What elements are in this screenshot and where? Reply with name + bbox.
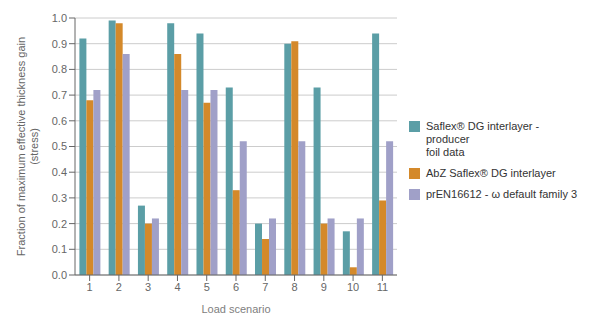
svg-text:11: 11 (377, 281, 388, 293)
svg-text:1: 1 (87, 281, 93, 293)
svg-text:Load scenario: Load scenario (201, 303, 270, 315)
svg-text:0.7: 0.7 (52, 89, 67, 101)
svg-text:0.0: 0.0 (52, 269, 67, 281)
svg-text:9: 9 (321, 281, 327, 293)
svg-text:8: 8 (291, 281, 297, 293)
svg-text:0.6: 0.6 (52, 115, 67, 127)
svg-text:0.1: 0.1 (52, 243, 67, 255)
svg-text:3: 3 (145, 281, 151, 293)
svg-text:Fraction of maximum effective: Fraction of maximum effective thickness … (15, 37, 40, 256)
svg-text:0.3: 0.3 (52, 192, 67, 204)
html-text:prEN16612 - ω default family 3: prEN16612 - ω default family 3 (426, 187, 578, 200)
svg-text:10: 10 (347, 281, 359, 293)
svg-text:0.5: 0.5 (52, 140, 67, 152)
html-text:Saflex® DG interlayer - produc: Saflex® DG interlayer - producer foil da… (426, 119, 540, 158)
svg-text:0.9: 0.9 (52, 38, 67, 50)
svg-text:0.8: 0.8 (52, 63, 67, 75)
svg-text:1.0: 1.0 (52, 12, 67, 24)
svg-text:5: 5 (204, 281, 210, 293)
svg-text:2: 2 (116, 281, 122, 293)
svg-text:0.4: 0.4 (52, 166, 67, 178)
svg-text:4: 4 (174, 281, 180, 293)
html-text:AbZ Saflex® DG interlayer: AbZ Saflex® DG interlayer (426, 166, 556, 179)
svg-text:0.2: 0.2 (52, 218, 67, 230)
svg-text:7: 7 (262, 281, 268, 293)
svg-text:6: 6 (233, 281, 239, 293)
